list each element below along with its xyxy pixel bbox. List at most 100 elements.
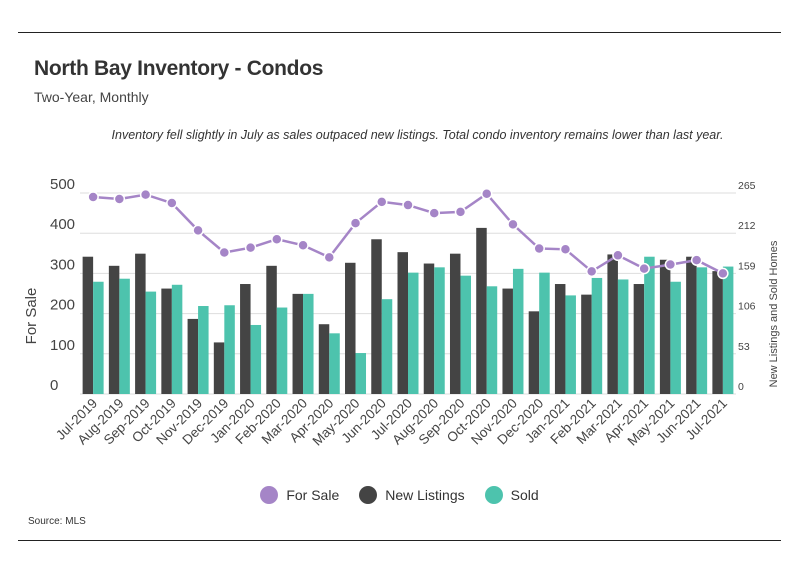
bar-sold — [93, 281, 104, 394]
point-for-sale — [507, 218, 519, 231]
point-for-sale — [376, 196, 388, 208]
legend-label-for-sale: For Sale — [286, 487, 340, 503]
bar-sold — [460, 275, 471, 394]
bar-new-listings — [397, 252, 408, 394]
point-for-sale — [271, 233, 283, 245]
bar-sold — [408, 272, 419, 394]
point-for-sale — [166, 197, 178, 209]
bar-sold — [250, 324, 262, 394]
bar-sold — [512, 268, 524, 394]
point-for-sale — [717, 267, 729, 280]
top-rule — [18, 32, 781, 33]
legend-item-sold[interactable]: Sold — [484, 486, 539, 504]
point-for-sale — [139, 188, 152, 201]
y-tick-label-right: 106 — [738, 301, 756, 313]
bar-new-listings — [712, 271, 723, 394]
y-tick-label-left: 500 — [50, 176, 75, 193]
bar-new-listings — [240, 284, 251, 394]
legend-swatch-for-sale — [260, 486, 279, 504]
y-tick-label-right: 0 — [738, 381, 744, 393]
y-tick-label-right: 265 — [738, 180, 756, 192]
bar-new-listings — [266, 265, 277, 394]
point-for-sale — [349, 217, 362, 229]
bar-new-listings — [423, 263, 435, 394]
y-tick-label-left: 100 — [50, 337, 75, 354]
bar-sold — [381, 299, 393, 394]
point-for-sale — [244, 241, 257, 254]
bar-new-listings — [187, 318, 199, 394]
y-tick-label-right: 212 — [738, 220, 756, 232]
bar-sold — [539, 272, 550, 394]
chart-subtitle: Two-Year, Monthly — [34, 89, 149, 105]
legend-item-new-listings[interactable]: New Listings — [359, 486, 465, 504]
bottom-rule — [18, 540, 781, 541]
bar-sold — [198, 306, 209, 394]
y-tick-label-left: 300 — [50, 256, 75, 273]
bar-new-listings — [528, 311, 540, 394]
point-for-sale — [402, 199, 414, 211]
bar-new-listings — [82, 256, 94, 394]
y-tick-label-left: 400 — [50, 216, 75, 233]
bar-new-listings — [449, 253, 461, 394]
bar-sold — [486, 286, 498, 394]
point-for-sale — [559, 243, 572, 256]
bar-new-listings — [554, 284, 566, 394]
bar-new-listings — [371, 239, 382, 394]
chart-annotation: Inventory fell slightly in July as sales… — [111, 128, 724, 142]
bar-sold — [617, 279, 629, 394]
bar-new-listings — [292, 293, 304, 394]
bar-sold — [171, 284, 183, 394]
y-tick-label-left: 0 — [50, 377, 58, 394]
bar-new-listings — [633, 284, 645, 394]
point-for-sale — [218, 246, 231, 259]
bar-new-listings — [213, 342, 225, 394]
point-for-sale — [454, 206, 467, 218]
bar-new-listings — [581, 294, 592, 394]
point-for-sale — [113, 193, 126, 205]
bar-sold — [591, 277, 603, 394]
legend-item-for-sale[interactable]: For Sale — [260, 486, 339, 504]
y-tick-label-left: 200 — [50, 297, 75, 314]
bar-sold — [722, 266, 734, 394]
source-note: Source: MLS — [28, 516, 86, 527]
bar-sold — [670, 281, 681, 394]
bar-sold — [145, 291, 157, 394]
bar-sold — [303, 293, 314, 394]
legend: For Sale New Listings Sold — [0, 486, 799, 504]
point-for-sale — [323, 251, 336, 264]
bar-sold — [119, 278, 130, 394]
point-for-sale — [87, 191, 99, 203]
y-axis-label: For Sale — [23, 288, 40, 345]
y-tick-label-right: 159 — [738, 260, 756, 272]
legend-swatch-new-listings — [359, 486, 378, 504]
point-for-sale — [480, 188, 493, 200]
point-for-sale — [585, 265, 598, 278]
bar-sold — [224, 305, 235, 394]
point-for-sale — [428, 207, 440, 219]
y2-axis-label: New Listings and Sold Homes — [768, 240, 780, 387]
bar-sold — [434, 267, 445, 394]
bar-new-listings — [686, 256, 697, 394]
chart-title: North Bay Inventory - Condos — [34, 57, 324, 80]
legend-label-new-listings: New Listings — [385, 487, 465, 503]
point-for-sale — [533, 242, 545, 255]
point-for-sale — [297, 239, 309, 252]
bar-new-listings — [607, 254, 618, 394]
bar-sold — [696, 267, 708, 394]
bar-new-listings — [502, 288, 513, 394]
point-for-sale — [638, 262, 650, 275]
bar-new-listings — [476, 227, 487, 394]
point-for-sale — [192, 224, 204, 237]
bar-sold — [565, 295, 576, 394]
point-for-sale — [664, 258, 677, 271]
bar-new-listings — [659, 259, 671, 394]
bar-new-listings — [345, 262, 356, 394]
legend-label-sold: Sold — [510, 487, 539, 503]
legend-swatch-sold — [484, 486, 503, 504]
bar-new-listings — [135, 253, 146, 394]
bar-sold — [329, 333, 340, 394]
point-for-sale — [612, 249, 624, 262]
y-tick-label-right: 53 — [738, 341, 750, 353]
bar-new-listings — [318, 324, 330, 394]
